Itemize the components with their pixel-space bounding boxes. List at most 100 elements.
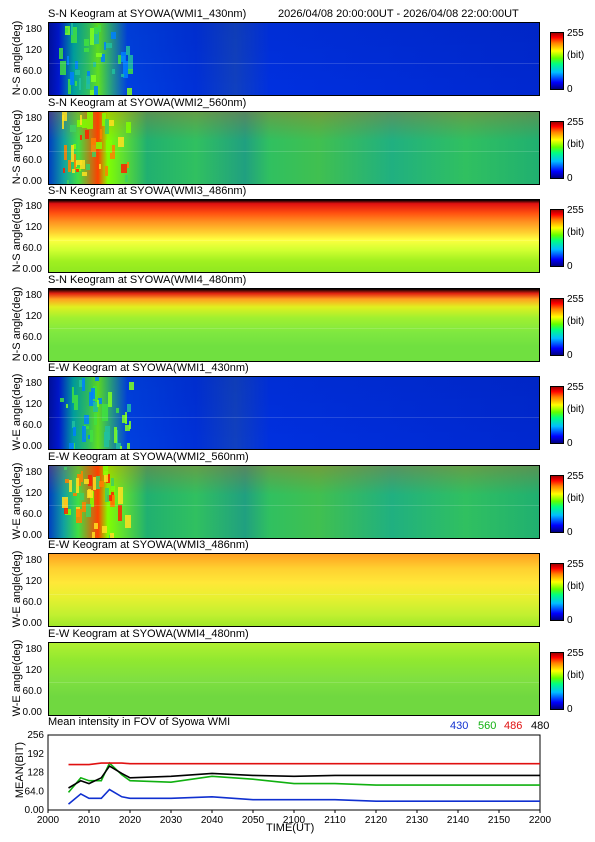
- colorbar: [550, 297, 564, 356]
- colorbar-label: 0: [567, 438, 573, 449]
- y-tick-label: 60.0: [22, 597, 42, 608]
- y-tick-label: 60.0: [22, 420, 42, 431]
- y-tick-label: 180: [25, 24, 42, 35]
- colorbar-label: 0: [567, 526, 573, 538]
- mean-y-tick: 128: [27, 768, 44, 779]
- x-tick-label: 2150: [488, 815, 511, 826]
- colorbar-label: 255: [567, 28, 584, 39]
- colorbar-label: (bit): [567, 404, 585, 415]
- y-tick-label: 120: [25, 576, 42, 587]
- y-tick-label: 120: [25, 399, 42, 410]
- colorbar: [550, 474, 564, 533]
- y-tick-label: 0.00: [22, 618, 42, 629]
- colorbar-label: 255: [567, 559, 584, 570]
- series-line-480: [68, 765, 540, 789]
- mean-y-tick: 192: [27, 749, 44, 760]
- y-tick-label: 60.0: [22, 508, 42, 520]
- colorbar-label: 255: [567, 647, 584, 659]
- keogram-image: [48, 464, 540, 539]
- legend-486: 486: [504, 720, 523, 732]
- y-tick-label: 180: [25, 643, 42, 655]
- keogram-image: [48, 22, 540, 96]
- series-line-430: [67, 788, 540, 805]
- y-tick-label: 0.00: [22, 264, 42, 275]
- colorbar-label: (bit): [567, 315, 585, 327]
- y-tick-label: 180: [25, 378, 42, 389]
- colorbar: [550, 120, 564, 179]
- mean-y-label: MEAN(BIT): [14, 741, 26, 799]
- panel-title: E-W Keogram at SYOWA(WMI3_486nm): [48, 539, 249, 551]
- panel-title: E-W Keogram at SYOWA(WMI2_560nm): [48, 450, 249, 463]
- colorbar-label: 0: [567, 261, 573, 272]
- colorbar-label: (bit): [567, 227, 585, 238]
- colorbar-label: (bit): [567, 669, 585, 681]
- colorbar-label: 0: [567, 703, 573, 715]
- mean-y-tick: 64.0: [25, 786, 45, 797]
- y-tick-label: 0.00: [22, 352, 42, 364]
- y-tick-label: 180: [25, 112, 42, 124]
- panel-title: S-N Keogram at SYOWA(WMI2_560nm): [48, 96, 247, 109]
- y-tick-label: 60.0: [22, 685, 42, 697]
- legend-560: 560: [478, 720, 497, 732]
- x-tick-label: 2040: [201, 815, 224, 826]
- x-tick-label: 2030: [160, 815, 183, 826]
- keogram-image: [48, 641, 540, 716]
- colorbar: [550, 386, 564, 444]
- keogram-image: [48, 376, 540, 450]
- y-tick-label: 0.00: [22, 529, 42, 541]
- keogram-image: [48, 110, 540, 185]
- colorbar-label: 255: [567, 116, 584, 128]
- y-tick-label: 60.0: [22, 66, 42, 77]
- y-tick-label: 60.0: [22, 331, 42, 343]
- y-tick-label: 120: [25, 45, 42, 56]
- y-tick-label: 0.00: [22, 175, 42, 187]
- x-tick-label: 2120: [365, 815, 388, 826]
- keogram-panel: S-N Keogram at SYOWA(WMI4_480nm) N-S angl…: [0, 273, 595, 364]
- y-tick-label: 120: [25, 664, 42, 676]
- x-axis-label: TIME(UT): [266, 822, 315, 834]
- series-line-560: [67, 761, 540, 793]
- panel-title: E-W Keogram at SYOWA(WMI4_480nm): [48, 627, 249, 640]
- x-tick-label: 2140: [447, 815, 470, 826]
- panel-title: E-W Keogram at SYOWA(WMI1_430nm): [48, 362, 249, 374]
- y-tick-label: 180: [25, 289, 42, 301]
- y-tick-label: 120: [25, 487, 42, 499]
- keogram-panel: E-W Keogram at SYOWA(WMI4_480nm) W-E angl…: [0, 627, 595, 718]
- legend-430: 430: [450, 720, 469, 732]
- colorbar-label: 0: [567, 349, 573, 361]
- keogram-panel: S-N Keogram at SYOWA(WMI1_430nm) N-S angl…: [0, 8, 595, 98]
- keogram-panel: S-N Keogram at SYOWA(WMI3_486nm) N-S angl…: [0, 185, 595, 275]
- y-tick-label: 0.00: [22, 87, 42, 98]
- y-tick-label: 120: [25, 222, 42, 233]
- colorbar-label: 0: [567, 172, 573, 184]
- colorbar-label: 255: [567, 470, 584, 482]
- y-tick-label: 60.0: [22, 154, 42, 166]
- mean-y-tick: 0.00: [25, 805, 45, 816]
- time-range-header: 2026/04/08 20:00:00UT - 2026/04/08 22:00…: [278, 8, 519, 20]
- x-tick-label: 2200: [529, 815, 552, 826]
- colorbar-label: (bit): [567, 138, 585, 150]
- y-tick-label: 120: [25, 310, 42, 322]
- y-tick-label: 0.00: [22, 706, 42, 718]
- series-line-486: [68, 762, 540, 766]
- y-tick-label: 60.0: [22, 243, 42, 254]
- y-tick-label: 180: [25, 201, 42, 212]
- colorbar-label: 255: [567, 293, 584, 305]
- x-tick-label: 2000: [37, 815, 60, 826]
- colorbar: [550, 209, 564, 267]
- keogram-image: [48, 287, 540, 362]
- y-tick-label: 120: [25, 133, 42, 145]
- panel-title: S-N Keogram at SYOWA(WMI4_480nm): [48, 273, 247, 286]
- mean-y-tick: 256: [27, 730, 44, 741]
- x-tick-label: 2010: [78, 815, 101, 826]
- x-tick-label: 2130: [406, 815, 429, 826]
- keogram-image: [48, 199, 540, 273]
- keogram-panel: E-W Keogram at SYOWA(WMI1_430nm) W-E angl…: [0, 362, 595, 452]
- x-tick-label: 2110: [324, 815, 346, 826]
- colorbar: [550, 651, 564, 710]
- colorbar-label: 0: [567, 615, 573, 626]
- y-tick-label: 180: [25, 555, 42, 566]
- keogram-image: [48, 553, 540, 627]
- mean-panel-title: Mean intensity in FOV of Syowa WMI: [48, 716, 231, 728]
- colorbar-label: (bit): [567, 50, 585, 61]
